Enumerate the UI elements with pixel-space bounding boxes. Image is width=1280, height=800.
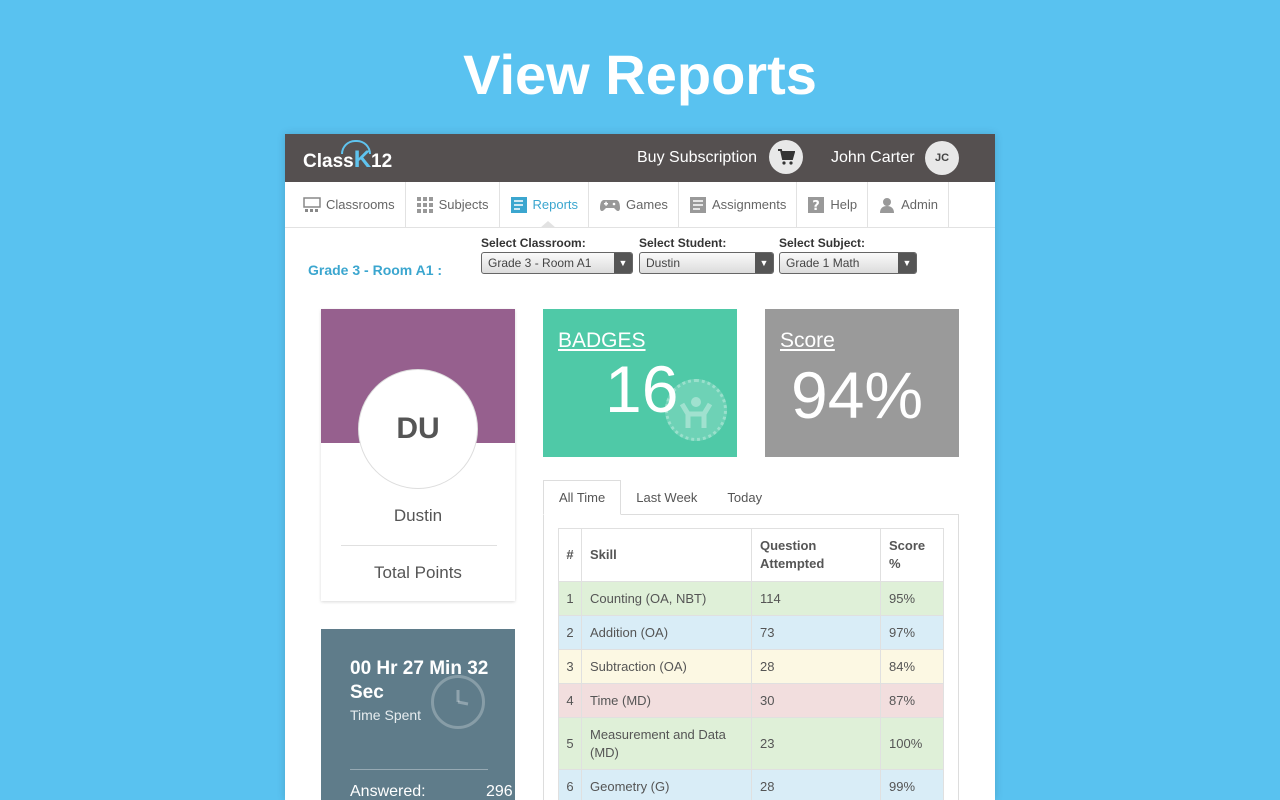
badge-icon [665,379,727,441]
badges-card: BADGES 16 [543,309,737,457]
table-row: 2 Addition (OA) 73 97% [558,615,944,650]
nav-subjects[interactable]: Subjects [406,182,500,227]
grid-icon [416,196,433,213]
student-name: Dustin [393,506,443,525]
col-skill: Skill [581,528,752,582]
subject-filter: Select Subject: Grade 1 Math ▼ [779,236,917,274]
time-spent-card: 00 Hr 27 Min 32 Sec Time Spent Answered:… [321,629,515,800]
time-spent-label: Time Spent [350,707,422,723]
student-avatar: DU [358,369,478,489]
score-value: 94% [791,358,924,432]
col-score: Score % [880,528,944,582]
buy-subscription-link[interactable]: Buy Subscription [637,149,758,166]
chevron-down-icon: ▼ [898,253,916,273]
user-name[interactable]: John Carter [831,149,915,166]
nav-help[interactable]: ? Help [797,182,869,227]
nav-classrooms[interactable]: Classrooms [285,182,406,227]
app-window: ClassK12 Buy Subscription John Carter JC… [285,134,995,800]
skills-table: # Skill Question Attempted Score % 1 Cou… [558,528,944,800]
score-card: Score 94% [765,309,959,457]
badges-count: 16 [605,352,679,426]
score-link[interactable]: Score [780,329,835,352]
table-row: 6 Geometry (G) 28 99% [558,769,944,800]
table-row: 1 Counting (OA, NBT) 114 95% [558,581,944,616]
cart-button[interactable] [769,140,803,174]
report-tab-panel [543,514,959,800]
assignment-icon [689,196,706,213]
classroom-filter: Select Classroom: Grade 3 - Room A1 ▼ [481,236,633,274]
classroom-icon [303,196,321,212]
main-nav: Classrooms Subjects Reports Games Assign… [285,182,995,228]
page-headline: View Reports [463,43,817,106]
classroom-select[interactable]: Grade 3 - Room A1 ▼ [481,252,633,274]
clock-icon [431,675,485,729]
col-questions: Question Attempted [751,528,881,582]
student-profile-card: DU Dustin Total Points [321,309,515,601]
cloud-icon [341,140,371,154]
tab-today[interactable]: Today [727,490,763,505]
tab-all-time[interactable]: All Time [543,480,622,515]
user-icon [880,197,895,213]
answered-label: Answered: [350,783,426,800]
logo[interactable]: ClassK12 [303,140,392,174]
filters-bar: Grade 3 - Room A1 : Select Classroom: Gr… [285,228,995,306]
period-tabs: All Time Last Week Today [543,480,959,515]
svg-text:?: ? [813,199,821,214]
chevron-down-icon: ▼ [614,253,632,273]
gamepad-icon [600,199,621,211]
table-header-row: # Skill Question Attempted Score % [558,528,944,582]
help-icon: ? [808,196,825,214]
total-points-label: Total Points [374,563,462,582]
nav-reports[interactable]: Reports [500,182,590,228]
tab-last-week[interactable]: Last Week [636,490,698,505]
nav-assignments[interactable]: Assignments [679,182,798,227]
user-avatar[interactable]: JC [925,141,959,175]
time-spent-value: 00 Hr 27 Min 32 Sec [350,658,489,703]
nav-games[interactable]: Games [589,182,679,227]
table-row: 3 Subtraction (OA) 28 84% [558,649,944,684]
table-row: 4 Time (MD) 30 87% [558,683,944,718]
subject-select[interactable]: Grade 1 Math ▼ [779,252,917,274]
answered-value: 296 [486,783,513,800]
room-label: Grade 3 - Room A1 : [308,262,443,278]
badges-link[interactable]: BADGES [558,329,646,352]
nav-admin[interactable]: Admin [868,182,949,227]
chevron-down-icon: ▼ [755,253,773,273]
top-bar: ClassK12 Buy Subscription John Carter JC [285,134,995,182]
cart-icon [778,149,795,165]
table-row: 5 Measurement and Data (MD) 23 100% [558,717,944,770]
report-icon [510,196,527,213]
col-num: # [558,528,582,582]
student-filter: Select Student: Dustin ▼ [639,236,774,274]
student-select[interactable]: Dustin ▼ [639,252,774,274]
